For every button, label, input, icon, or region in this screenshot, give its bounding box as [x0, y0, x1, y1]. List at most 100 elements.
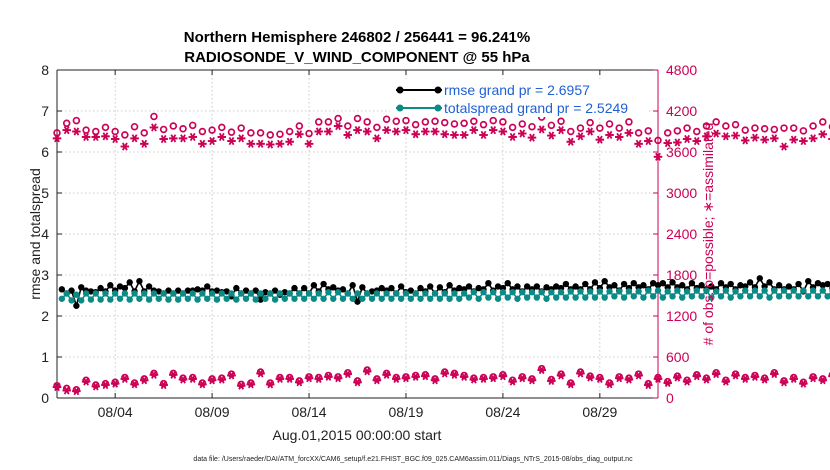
- legend-label-spread: totalspread grand pr = 2.5249: [444, 100, 628, 116]
- data-point-totalspread: [756, 293, 763, 300]
- data-point-obs_assimilated: [663, 139, 672, 148]
- data-point-obs_assimilated: [130, 134, 139, 143]
- data-point-obs_low_assimilated: [207, 376, 217, 385]
- data-point-obs_low_assimilated: [770, 369, 779, 379]
- data-point-obs_possible: [198, 127, 207, 136]
- data-point-rmse: [87, 288, 95, 295]
- data-point-totalspread: [325, 289, 332, 296]
- data-point-obs_possible: [789, 124, 798, 132]
- data-point-obs_low_assimilated: [372, 376, 382, 385]
- x-tick-label: 08/09: [195, 404, 230, 420]
- data-point-obs_assimilated: [353, 126, 362, 135]
- data-point-totalspread: [68, 297, 75, 304]
- data-point-totalspread: [330, 295, 337, 302]
- data-point-totalspread: [281, 295, 288, 302]
- y-tick-label-left: 4: [41, 226, 49, 242]
- data-point-obs_possible: [683, 124, 691, 132]
- data-point-totalspread: [383, 290, 390, 297]
- data-point-obs_assimilated: [304, 139, 314, 148]
- data-point-obs_assimilated: [770, 134, 779, 143]
- data-point-rmse: [582, 280, 589, 288]
- data-point-rmse: [814, 280, 822, 287]
- data-point-totalspread: [213, 296, 221, 303]
- data-point-rmse: [766, 279, 773, 286]
- x-tick-label: 08/29: [582, 404, 617, 420]
- data-point-obs_possible: [712, 118, 720, 126]
- data-point-obs_possible: [295, 122, 304, 130]
- data-point-obs_possible: [314, 118, 323, 126]
- data-point-obs_assimilated: [489, 126, 498, 135]
- data-point-totalspread: [635, 288, 642, 295]
- data-point-obs_possible: [634, 129, 643, 137]
- data-point-totalspread: [388, 295, 395, 302]
- data-point-totalspread: [761, 287, 768, 294]
- data-point-totalspread: [407, 295, 415, 302]
- data-point-obs_low_assimilated: [62, 386, 71, 395]
- data-point-obs_low_assimilated: [52, 382, 62, 392]
- data-point-rmse: [116, 283, 124, 290]
- data-point-totalspread: [616, 288, 623, 295]
- data-point-rmse: [611, 282, 618, 289]
- data-point-rmse: [204, 283, 211, 290]
- data-point-obs_possible: [101, 123, 110, 132]
- data-point-obs_possible: [169, 122, 178, 130]
- data-point-obs_possible: [508, 123, 517, 132]
- data-point-totalspread: [528, 289, 536, 296]
- data-point-rmse: [523, 283, 531, 290]
- y-tick-label-right: 3000: [666, 185, 697, 201]
- data-point-rmse: [121, 284, 129, 292]
- data-point-totalspread: [257, 290, 264, 297]
- data-point-obs_assimilated: [295, 130, 304, 139]
- data-point-totalspread: [751, 287, 759, 294]
- data-point-totalspread: [712, 288, 720, 295]
- data-point-totalspread: [237, 290, 245, 297]
- data-point-rmse: [145, 283, 153, 290]
- data-point-obs_low_assimilated: [518, 374, 527, 383]
- data-point-totalspread: [645, 287, 652, 294]
- data-point-obs_possible: [159, 125, 168, 134]
- data-point-obs_assimilated: [120, 142, 130, 151]
- x-tick-label: 08/04: [98, 404, 133, 420]
- data-point-obs_assimilated: [227, 136, 236, 146]
- data-point-rmse: [514, 283, 521, 290]
- data-point-obs_assimilated: [644, 136, 653, 146]
- data-point-totalspread: [354, 290, 361, 297]
- data-point-obs_possible: [344, 122, 352, 130]
- data-point-rmse: [320, 280, 327, 288]
- data-point-obs_low_assimilated: [140, 376, 149, 385]
- data-point-rmse: [107, 282, 114, 289]
- data-point-rmse: [475, 284, 482, 292]
- data-point-totalspread: [591, 294, 599, 301]
- data-point-totalspread: [553, 294, 560, 301]
- data-point-totalspread: [766, 294, 773, 301]
- data-point-rmse: [805, 277, 812, 285]
- data-point-rmse: [194, 286, 201, 293]
- data-point-obs_low_assimilated: [818, 376, 827, 385]
- data-point-obs_low_assimilated: [72, 387, 81, 396]
- data-point-totalspread: [533, 294, 541, 301]
- data-point-obs_low_assimilated: [489, 374, 498, 383]
- data-point-totalspread: [562, 294, 570, 301]
- data-point-obs_assimilated: [779, 142, 789, 151]
- data-point-obs_low_assimilated: [382, 370, 391, 379]
- data-point-obs_assimilated: [576, 132, 585, 141]
- data-point-totalspread: [824, 293, 830, 300]
- data-point-rmse: [223, 288, 230, 295]
- data-point-totalspread: [73, 291, 80, 298]
- data-point-obs_assimilated: [236, 134, 246, 143]
- data-point-obs_assimilated: [498, 127, 508, 136]
- data-point-totalspread: [320, 295, 327, 302]
- data-point-rmse: [136, 277, 143, 285]
- data-point-rmse: [659, 280, 667, 287]
- data-point-obs_assimilated: [207, 136, 217, 146]
- data-point-totalspread: [611, 293, 618, 300]
- data-point-totalspread: [417, 295, 424, 302]
- data-file-footer: data file: /Users/raeder/DAI/ATM_forcXX/…: [193, 456, 633, 463]
- data-point-obs_assimilated: [266, 140, 275, 149]
- data-point-rmse: [795, 280, 802, 288]
- data-point-obs_low_assimilated: [527, 376, 537, 385]
- data-point-totalspread: [664, 288, 671, 295]
- data-point-totalspread: [242, 295, 250, 302]
- data-point-rmse: [242, 287, 250, 294]
- data-point-obs_low_assimilated: [110, 379, 120, 388]
